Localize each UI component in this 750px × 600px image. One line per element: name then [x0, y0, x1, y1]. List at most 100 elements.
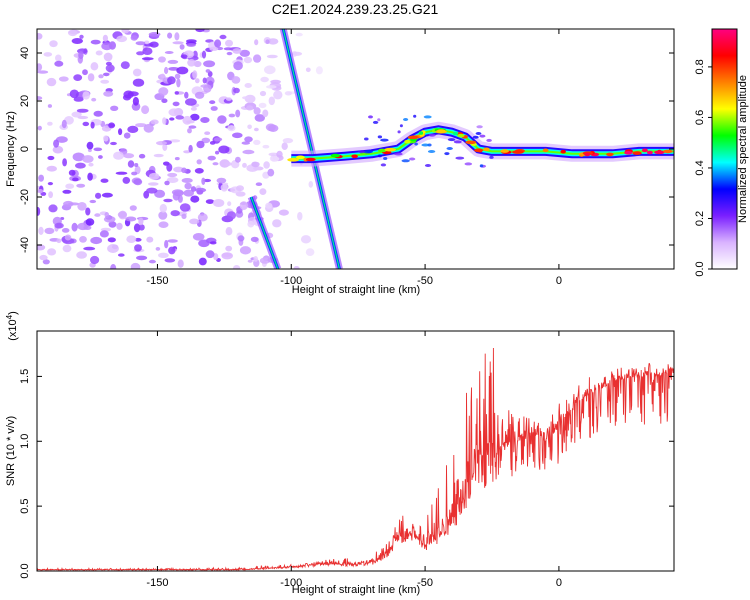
ytick-label: 0	[19, 146, 31, 152]
snr-xtick: -50	[417, 331, 433, 589]
noise-blob	[259, 90, 267, 97]
noise-blob	[227, 125, 236, 132]
noise-blob	[214, 39, 222, 48]
noise-blob	[116, 222, 123, 230]
colorbar-tick-label: 0.4	[694, 160, 706, 175]
noise-blob	[224, 162, 232, 166]
noise-blob	[244, 83, 252, 88]
noise-blob	[77, 202, 87, 211]
track-hotspot	[632, 151, 642, 155]
noise-blob	[123, 132, 131, 139]
noise-blob	[268, 152, 279, 157]
noise-blob	[37, 207, 41, 216]
noise-blob	[203, 84, 212, 93]
noise-blob	[143, 190, 150, 199]
snr-ytick: 0.5	[19, 498, 674, 514]
feature-line-2	[247, 195, 282, 269]
noise-blob	[42, 259, 50, 265]
noise-blob	[133, 223, 141, 233]
noise-blob	[196, 140, 205, 149]
noise-blob	[164, 180, 170, 186]
noise-blob	[132, 68, 142, 77]
noise-blob	[85, 207, 91, 216]
noise-blob	[82, 91, 90, 100]
noise-blob	[95, 192, 102, 199]
noise-blob	[188, 125, 197, 129]
noise-blob	[194, 168, 204, 174]
track-scatter	[479, 164, 484, 168]
noise-blob	[187, 128, 192, 134]
noise-blob	[54, 222, 64, 229]
noise-blob	[250, 236, 259, 242]
snr-xtick: -100	[280, 331, 302, 589]
track-hotspot	[305, 157, 316, 162]
noise-blob	[86, 141, 94, 150]
noise-blob	[98, 155, 103, 159]
noise-blob	[177, 259, 184, 268]
noise-blob	[85, 218, 95, 226]
noise-blob	[201, 50, 207, 59]
track-hotspot	[500, 149, 509, 153]
noise-blob	[76, 108, 89, 113]
noise-blob	[146, 187, 158, 194]
track-scatter	[489, 155, 494, 159]
track-scatter	[421, 143, 430, 147]
track-scatter	[424, 164, 432, 167]
track-scatter	[413, 114, 417, 118]
noise-blob	[221, 252, 233, 260]
noise-blob	[169, 117, 175, 121]
noise-blob	[108, 221, 117, 228]
track-scatter	[372, 120, 379, 124]
noise-blob	[226, 211, 236, 220]
spectrogram-ytick: -40	[19, 237, 674, 253]
noise-blob	[226, 97, 232, 101]
noise-blob	[219, 34, 227, 40]
noise-blob	[101, 192, 113, 198]
noise-blob	[236, 185, 244, 192]
noise-blob	[113, 151, 124, 160]
noise-blob	[76, 251, 87, 259]
noise-blob	[213, 137, 223, 142]
noise-blob	[103, 216, 116, 223]
spectrogram-xtick: 0	[556, 29, 562, 287]
noise-blob	[53, 139, 60, 148]
xtick-label: -100	[280, 577, 302, 589]
noise-blob	[267, 168, 275, 177]
colorbar-tick-label: 0.0	[694, 261, 706, 276]
noise-blob	[56, 238, 62, 244]
track-hotspot	[296, 155, 305, 160]
noise-blob	[150, 119, 159, 125]
xtick-label: 0	[556, 275, 562, 287]
noise-blob	[37, 244, 46, 251]
noise-blob	[90, 236, 103, 245]
noise-blob	[258, 102, 267, 109]
noise-blob	[100, 178, 109, 183]
noise-blob	[264, 65, 276, 75]
noise-blob	[315, 66, 323, 75]
spectrogram-ylabel: Frequency (Hz)	[5, 111, 17, 187]
noise-blob	[192, 70, 198, 79]
noise-blob	[215, 150, 220, 155]
noise-blob	[212, 199, 225, 207]
noise-blob	[176, 66, 189, 75]
noise-blob	[135, 123, 147, 128]
noise-blob	[201, 137, 211, 144]
spectrogram-ytick: 0	[19, 146, 674, 152]
noise-blob	[174, 91, 179, 95]
noise-blob	[176, 78, 181, 88]
noise-blob	[68, 169, 76, 176]
noise-blob	[122, 176, 131, 184]
noise-blob	[46, 165, 57, 172]
track-scatter	[397, 130, 401, 134]
noise-blob	[217, 115, 227, 124]
noise-blob	[71, 222, 78, 232]
noise-blob	[190, 107, 197, 111]
noise-blob	[62, 189, 72, 194]
noise-blob	[201, 177, 206, 185]
noise-blob	[118, 253, 125, 257]
noise-blob	[48, 204, 58, 213]
noise-blob	[260, 76, 269, 83]
noise-blob	[179, 203, 191, 212]
noise-blob	[265, 202, 273, 209]
